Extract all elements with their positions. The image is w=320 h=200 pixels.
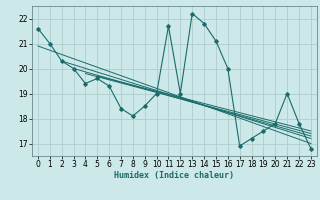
X-axis label: Humidex (Indice chaleur): Humidex (Indice chaleur) [115, 171, 234, 180]
